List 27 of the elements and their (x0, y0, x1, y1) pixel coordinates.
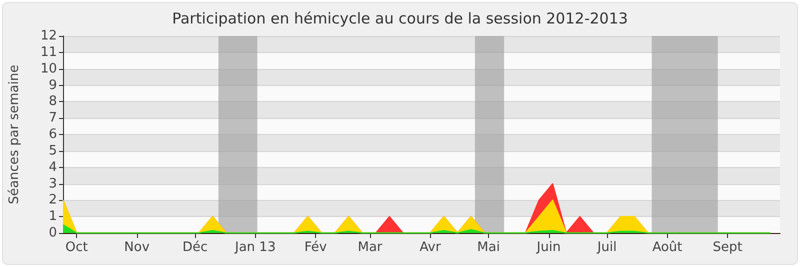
y-tick-label: 0 (48, 226, 57, 240)
y-tick-label: 11 (40, 44, 57, 60)
x-tick-label: Mai (477, 240, 500, 255)
y-tick-label: 3 (48, 176, 57, 192)
y-tick-label: 9 (48, 78, 57, 93)
x-tick-label: Oct (65, 240, 88, 255)
x-tick-label: Août (652, 240, 682, 255)
x-tick-label: Sept (712, 240, 742, 255)
x-tick-label: Avr (420, 240, 442, 255)
x-tick-label: Juin (536, 240, 561, 255)
y-tick-label: 2 (48, 192, 57, 208)
x-tick-label: Nov (124, 240, 150, 255)
x-tick-label: Jan 13 (234, 240, 276, 255)
y-tick-label: 6 (48, 127, 57, 142)
y-tick-label: 10 (40, 61, 57, 76)
y-tick-label: 8 (48, 94, 57, 110)
y-tick-label: 5 (48, 143, 57, 158)
x-tick-label: Juil (596, 240, 617, 255)
y-tick-label: 4 (48, 160, 57, 175)
x-tick-label: Mar (358, 240, 383, 255)
y-tick-label: 12 (40, 28, 57, 44)
y-tick-label: 7 (48, 110, 57, 126)
chart-title: Participation en hémicycle au cours de la session 2012-2013 (172, 10, 628, 28)
x-tick-label: Fév (304, 240, 328, 255)
x-tick-label: Déc (182, 240, 208, 255)
y-tick-label: 1 (48, 209, 57, 224)
y-axis-title: Séances par semaine (7, 64, 22, 204)
